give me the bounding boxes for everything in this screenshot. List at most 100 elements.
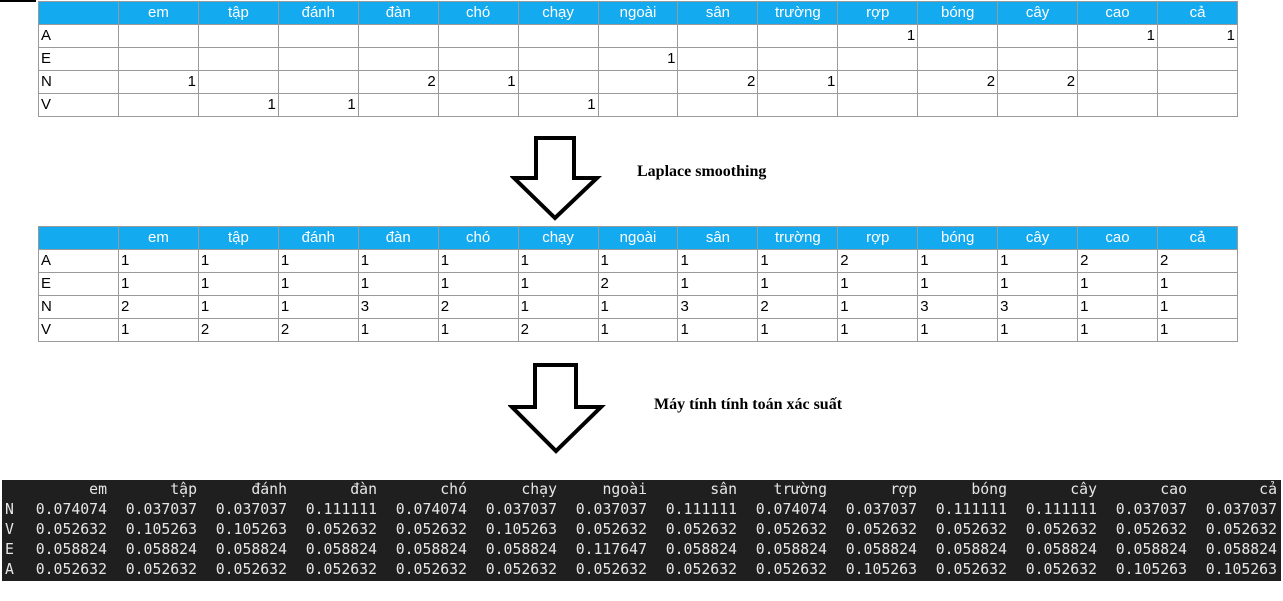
table-cell: 2 [437, 295, 519, 319]
console-column-header: chó [440, 481, 467, 498]
table-cell [757, 24, 839, 48]
column-header: chó [437, 1, 519, 25]
table-cell: 1 [517, 272, 599, 296]
console-value: 0.111111 [305, 501, 377, 518]
table-cell: 1 [677, 272, 759, 296]
table-cell: 1 [437, 249, 519, 273]
column-header: em [118, 1, 199, 25]
table-cell: 1 [597, 318, 679, 342]
console-value: 0.037037 [215, 501, 287, 518]
console-value: 0.058824 [1025, 541, 1097, 558]
table-cell [517, 24, 599, 48]
console-value: 0.052632 [935, 521, 1007, 538]
table-cell: 2 [917, 70, 999, 94]
table-cell: 3 [677, 295, 759, 319]
row-label: A [38, 24, 119, 48]
table-cell [277, 24, 359, 48]
row-label: E [38, 47, 119, 71]
table-cell: 2 [837, 249, 919, 273]
console-value: 0.052632 [755, 521, 827, 538]
table-cell [1156, 47, 1239, 71]
table-cell [357, 24, 439, 48]
table-cell [837, 47, 919, 71]
table-cell: 1 [118, 249, 199, 273]
table-cell [997, 93, 1079, 117]
console-value: 0.058824 [755, 541, 827, 558]
column-header: trường [757, 226, 839, 250]
console-column-header: bóng [971, 481, 1007, 498]
smoothed-table: em tập đánh đàn chó chạy ngoài sân trường rợp bóng… [38, 226, 1239, 342]
column-header: tập [197, 226, 279, 250]
table-cell: 2 [997, 70, 1079, 94]
console-value: 0.058824 [35, 541, 107, 558]
console-column-header: cao [1160, 481, 1187, 498]
console-value: 0.052632 [665, 521, 737, 538]
table-cell: 2 [1156, 249, 1239, 273]
console-column-header: rợp [890, 481, 917, 498]
console-value: 0.058824 [215, 541, 287, 558]
console-value: 0.105263 [215, 521, 287, 538]
console-value: 0.058824 [845, 541, 917, 558]
console-column-header: cả [1259, 481, 1277, 498]
console-value: 0.058824 [935, 541, 1007, 558]
console-row-label: E [5, 541, 14, 558]
table-cell [917, 24, 999, 48]
console-value: 0.037037 [575, 501, 647, 518]
console-value: 0.052632 [575, 521, 647, 538]
table-cell: 1 [597, 249, 679, 273]
table-cell: 1 [837, 272, 919, 296]
column-header: cây [997, 226, 1079, 250]
console-column-header: ngoài [602, 481, 647, 498]
table-cell: 1 [997, 318, 1079, 342]
probability-step-label: Máy tính tính toán xác suất [654, 396, 843, 413]
console-value: 0.037037 [845, 501, 917, 518]
table-cell [837, 93, 919, 117]
console-value: 0.052632 [1115, 521, 1187, 538]
smoothed-table-header: em tập đánh đàn chó chạy ngoài sân trường rợp bóng… [38, 226, 1239, 250]
table-cell [277, 47, 359, 71]
table-cell: 1 [437, 70, 519, 94]
console-column-header: đàn [350, 481, 377, 498]
column-header: đàn [357, 226, 439, 250]
row-label: N [38, 295, 119, 319]
row-label: A [38, 249, 119, 273]
table-cell: 1 [1156, 318, 1239, 342]
table-cell [357, 47, 439, 71]
console-value: 0.052632 [755, 561, 827, 578]
table-cell [917, 93, 999, 117]
table-cell [118, 47, 199, 71]
console-row-label: N [5, 501, 14, 518]
table-cell: 1 [517, 93, 599, 117]
table-cell [357, 93, 439, 117]
table-cell: 1 [917, 249, 999, 273]
table-cell [437, 47, 519, 71]
table-cell [517, 70, 599, 94]
column-header: đánh [277, 226, 359, 250]
table-cell [1077, 47, 1158, 71]
table-cell: 2 [677, 70, 759, 94]
down-arrow-icon [508, 363, 606, 454]
table-cell [197, 47, 279, 71]
column-header: cao [1077, 1, 1158, 25]
console-row: A 0.052632 0.052632 0.052632 0.052632 0.05263… [2, 560, 1281, 580]
console-value: 0.052632 [395, 561, 467, 578]
table-cell: 2 [1077, 249, 1158, 273]
table-cell: 1 [277, 295, 359, 319]
table-cell: 1 [677, 249, 759, 273]
console-value: 0.117647 [575, 541, 647, 558]
table-cell: 1 [277, 249, 359, 273]
console-value: 0.111111 [935, 501, 1007, 518]
table-cell: 1 [277, 272, 359, 296]
console-value: 0.052632 [215, 561, 287, 578]
column-header: cao [1077, 226, 1158, 250]
column-header: tập [197, 1, 279, 25]
console-column-header: cây [1070, 481, 1097, 498]
table-cell [1156, 70, 1239, 94]
header-corner-cell [38, 1, 119, 25]
console-value: 0.111111 [1025, 501, 1097, 518]
column-header: rợp [837, 1, 919, 25]
console-row-label: V [5, 521, 14, 538]
table-cell: 3 [357, 295, 439, 319]
